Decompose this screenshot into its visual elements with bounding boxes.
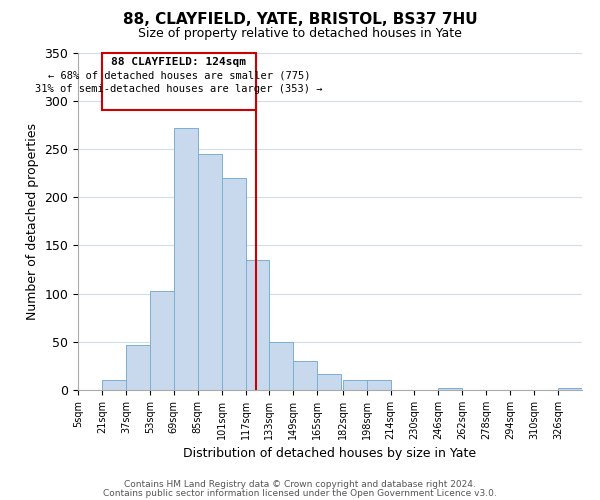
Text: 31% of semi-detached houses are larger (353) →: 31% of semi-detached houses are larger (… bbox=[35, 84, 323, 94]
Bar bbox=[317, 374, 341, 390]
Bar bbox=[558, 388, 582, 390]
Text: ← 68% of detached houses are smaller (775): ← 68% of detached houses are smaller (77… bbox=[47, 71, 310, 81]
Bar bbox=[245, 260, 269, 390]
Bar bbox=[102, 380, 126, 390]
Bar bbox=[150, 290, 174, 390]
Bar bbox=[343, 380, 367, 390]
Text: 88, CLAYFIELD, YATE, BRISTOL, BS37 7HU: 88, CLAYFIELD, YATE, BRISTOL, BS37 7HU bbox=[122, 12, 478, 28]
FancyBboxPatch shape bbox=[102, 52, 256, 110]
Text: Contains HM Land Registry data © Crown copyright and database right 2024.: Contains HM Land Registry data © Crown c… bbox=[124, 480, 476, 489]
Y-axis label: Number of detached properties: Number of detached properties bbox=[26, 122, 39, 320]
Bar bbox=[126, 344, 150, 390]
Bar bbox=[367, 380, 391, 390]
Bar bbox=[197, 154, 221, 390]
Text: Size of property relative to detached houses in Yate: Size of property relative to detached ho… bbox=[138, 28, 462, 40]
Bar bbox=[269, 342, 293, 390]
Bar bbox=[293, 361, 317, 390]
Text: Contains public sector information licensed under the Open Government Licence v3: Contains public sector information licen… bbox=[103, 488, 497, 498]
Text: 88 CLAYFIELD: 124sqm: 88 CLAYFIELD: 124sqm bbox=[112, 58, 247, 68]
Bar bbox=[174, 128, 197, 390]
Bar bbox=[221, 178, 245, 390]
X-axis label: Distribution of detached houses by size in Yate: Distribution of detached houses by size … bbox=[184, 448, 476, 460]
Bar bbox=[439, 388, 463, 390]
